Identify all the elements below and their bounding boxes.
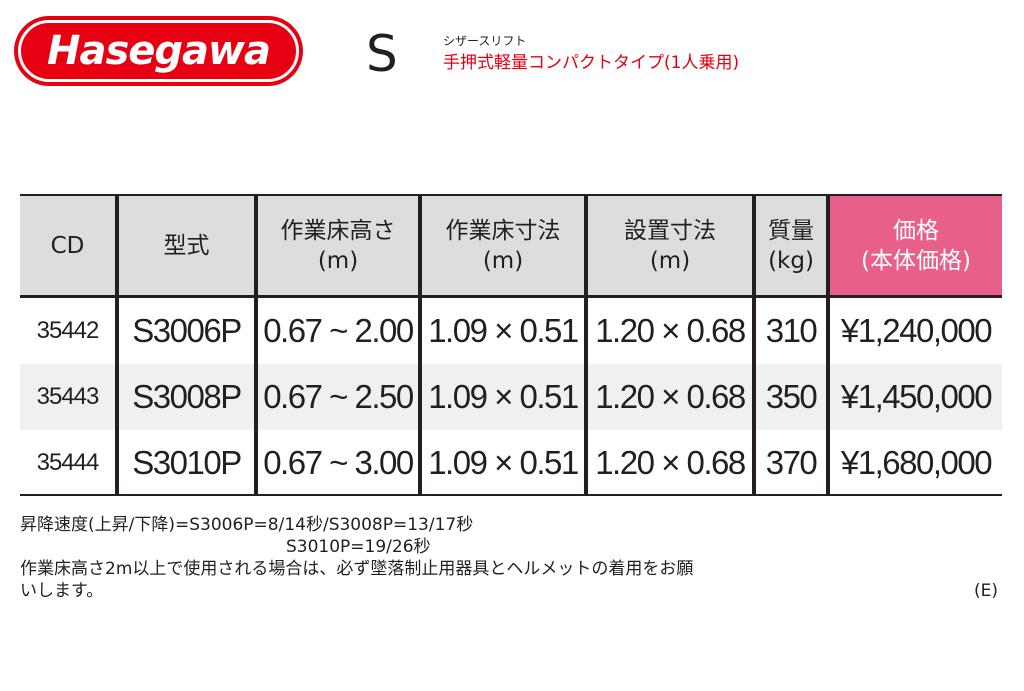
cell-price: ¥1,240,000 (840, 312, 993, 349)
cell-height: 0.67 ~ 3.00 (263, 444, 414, 481)
spec-table: CD 型式 作業床高さ (m) 作業床寸法 (m) 設置寸法 (m) 質量 (k… (20, 194, 1002, 496)
cell-height: 0.67 ~ 2.00 (263, 312, 414, 349)
header-model: 型式 (163, 232, 210, 259)
cell-model: S3008P (132, 378, 242, 415)
cell-model: S3010P (132, 444, 242, 481)
notes: 昇降速度(上昇/下降)=S3006P=8/14秒/S3008P=13/17秒 S… (20, 514, 1000, 602)
cell-mass: 310 (765, 312, 818, 349)
column-divider (115, 194, 119, 496)
column-divider (752, 194, 756, 496)
header-background (20, 194, 830, 296)
column-divider (254, 194, 258, 496)
table-row (20, 430, 1002, 496)
column-divider (584, 194, 588, 496)
header-price: 価格 (本体価格) (861, 217, 971, 274)
cell-install: 1.20 × 0.68 (595, 312, 746, 349)
header-install-size: 設置寸法 (m) (624, 217, 716, 274)
note-code: (E) (973, 581, 998, 601)
header-platform-size: 作業床寸法 (m) (445, 217, 561, 274)
product-description: 手押式軽量コンパクトタイプ(1人乗用) (443, 53, 740, 73)
cell-install: 1.20 × 0.68 (595, 444, 746, 481)
table-border-top (20, 194, 1002, 196)
price-header-background (830, 194, 1002, 296)
column-divider (418, 194, 422, 496)
cell-price: ¥1,680,000 (840, 444, 993, 481)
cell-model: S3006P (132, 312, 242, 349)
header-mass: 質量 (kg) (768, 217, 814, 274)
cell-mass: 350 (765, 378, 818, 415)
header-divider (20, 295, 1002, 298)
cell-platform: 1.09 × 0.51 (428, 312, 579, 349)
cell-cd: 35442 (36, 317, 100, 344)
column-divider (826, 194, 830, 496)
safety-note-text: いします。 (20, 581, 104, 601)
hasegawa-logo: Hasegawa (14, 16, 303, 86)
logo-text: Hasegawa (47, 28, 271, 74)
speed-note: 昇降速度(上昇/下降)=S3006P=8/14秒/S3008P=13/17秒 (20, 515, 474, 535)
header-platform-height: 作業床高さ (m) (280, 217, 396, 274)
cell-platform: 1.09 × 0.51 (428, 378, 579, 415)
cell-cd: 35444 (36, 449, 100, 476)
product-category: シザースリフト (443, 34, 527, 48)
safety-note: 作業床高さ2m以上で使用される場合は、必ず墜落制止用器具とヘルメットの着用をお願 (20, 559, 694, 579)
cell-mass: 370 (765, 444, 818, 481)
header-cd: CD (50, 232, 85, 259)
cell-height: 0.67 ~ 2.50 (263, 378, 414, 415)
table-row (20, 298, 1002, 364)
table-row (20, 364, 1002, 430)
speed-note-continued: S3010P=19/26秒 (286, 537, 431, 557)
series-letter: S (366, 25, 398, 83)
cell-cd: 35443 (36, 383, 100, 410)
cell-platform: 1.09 × 0.51 (428, 444, 579, 481)
cell-price: ¥1,450,000 (840, 378, 993, 415)
table-border-bottom (20, 494, 1002, 496)
safety-note-continued: いします。 (E) (20, 580, 1000, 602)
cell-install: 1.20 × 0.68 (595, 378, 746, 415)
logo-ring (18, 20, 299, 82)
